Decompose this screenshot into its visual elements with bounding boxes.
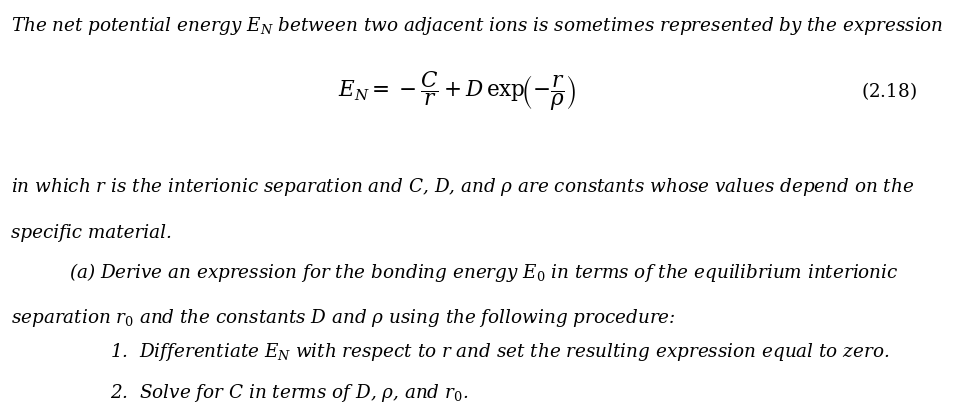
Text: in which $r$ is the interionic separation and $C$, $D$, and $\rho$ are constants: in which $r$ is the interionic separatio… bbox=[11, 176, 915, 198]
Text: specific material.: specific material. bbox=[11, 224, 172, 241]
Text: The net potential energy $E_{N}$ between two adjacent ions is sometimes represen: The net potential energy $E_{N}$ between… bbox=[11, 15, 944, 37]
Text: separation $r_{0}$ and the constants $D$ and $\rho$ using the following procedur: separation $r_{0}$ and the constants $D$… bbox=[11, 307, 677, 329]
Text: $(2.18)$: $(2.18)$ bbox=[861, 80, 917, 102]
Text: (a) Derive an expression for the bonding energy $E_{0}$ in terms of the equilibr: (a) Derive an expression for the bonding… bbox=[69, 261, 899, 284]
Text: 2.  Solve for $C$ in terms of $D$, $\rho$, and $r_{0}$.: 2. Solve for $C$ in terms of $D$, $\rho$… bbox=[110, 382, 468, 403]
Text: $E_{N} = -\dfrac{C}{r} + D\,\mathrm{exp}\!\left(-\dfrac{r}{\rho}\right)$: $E_{N} = -\dfrac{C}{r} + D\,\mathrm{exp}… bbox=[339, 69, 576, 113]
Text: 1.  Differentiate $E_{N}$ with respect to $r$ and set the resulting expression e: 1. Differentiate $E_{N}$ with respect to… bbox=[110, 341, 889, 363]
